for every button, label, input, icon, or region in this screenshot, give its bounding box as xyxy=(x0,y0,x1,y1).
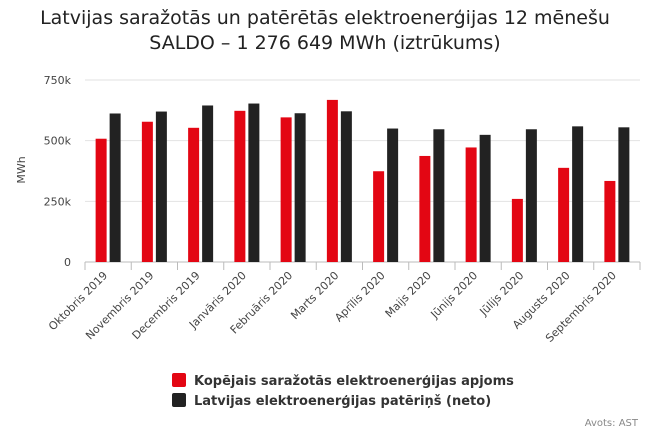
y-axis: 0 250k 500k 750k xyxy=(44,74,72,269)
y-tick-label: 750k xyxy=(44,74,72,87)
bars-group xyxy=(95,99,630,263)
bar-consumption xyxy=(155,111,167,263)
bar-produced xyxy=(419,155,431,262)
bar-consumption xyxy=(525,129,537,262)
y-tick-label: 500k xyxy=(44,135,72,148)
bar-produced xyxy=(558,167,570,262)
bar-consumption xyxy=(618,127,630,262)
gridlines xyxy=(85,79,640,263)
bar-produced xyxy=(326,99,338,262)
x-tick-label: Jūnijs 2020 xyxy=(428,269,481,322)
bar-produced xyxy=(511,198,523,262)
bar-consumption xyxy=(294,113,306,262)
legend-item-produced[interactable]: Kopējais saražotās elektroenerģijas apjo… xyxy=(172,373,514,389)
y-tick-label: 0 xyxy=(64,256,71,269)
bar-produced xyxy=(280,117,292,262)
bar-produced xyxy=(95,138,107,262)
bar-consumption xyxy=(340,111,352,262)
x-tick-label: Maijs 2020 xyxy=(383,269,434,320)
bar-produced xyxy=(141,121,153,262)
bar-produced xyxy=(373,171,385,262)
bar-produced xyxy=(188,127,200,263)
chart-subtitle: SALDO – 1 276 649 MWh (iztrūkums) xyxy=(149,32,500,54)
source-credit: Avots: AST xyxy=(585,418,639,429)
bar-consumption xyxy=(387,128,399,262)
x-tick-label: Jūlijs 2020 xyxy=(477,269,527,319)
legend-label-produced: Kopējais saražotās elektroenerģijas apjo… xyxy=(194,374,514,389)
bar-consumption xyxy=(202,105,214,262)
legend: Kopējais saražotās elektroenerģijas apjo… xyxy=(172,373,514,409)
bar-consumption xyxy=(248,103,260,262)
bar-produced xyxy=(465,147,477,262)
legend-swatch-produced xyxy=(172,373,186,387)
legend-label-consumption: Latvijas elektroenerģijas patēriņš (neto… xyxy=(194,394,491,409)
y-tick-label: 250k xyxy=(44,195,72,208)
bar-consumption xyxy=(572,126,584,262)
bar-produced xyxy=(234,110,246,262)
bar-produced xyxy=(604,180,616,262)
bar-consumption xyxy=(433,129,445,262)
bar-consumption xyxy=(109,113,121,262)
bar-consumption xyxy=(479,134,491,262)
y-axis-label: MWh xyxy=(15,156,28,183)
chart-title: Latvijas saražotās un patērētās elektroe… xyxy=(40,7,610,29)
legend-swatch-consumption xyxy=(172,393,186,407)
legend-item-consumption[interactable]: Latvijas elektroenerģijas patēriņš (neto… xyxy=(172,393,491,409)
